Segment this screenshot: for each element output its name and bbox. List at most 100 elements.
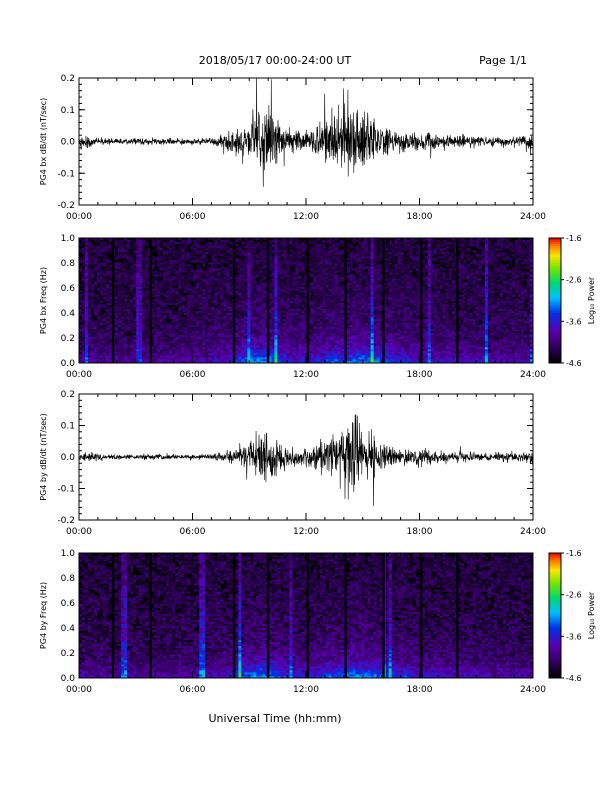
spectrogram-cell [181, 290, 184, 292]
spectrogram-cell [121, 246, 124, 248]
spectrogram-cell [301, 278, 304, 280]
spectrogram-cell [326, 272, 329, 274]
spectrogram-cell [178, 252, 181, 254]
spectrogram-cell [193, 248, 196, 250]
spectrogram-cell [79, 284, 82, 286]
spectrogram-cell [220, 258, 223, 260]
spectrogram-cell [311, 301, 314, 303]
spectrogram-cell [190, 288, 193, 290]
spectrogram-cell [157, 288, 160, 290]
spectrogram-cell [97, 331, 100, 333]
spectrogram-cell [169, 325, 172, 327]
spectrogram-cell [244, 276, 247, 278]
spectrogram-cell [211, 244, 214, 246]
spectrogram-cell [133, 315, 136, 317]
spectrogram-cell [172, 250, 175, 252]
spectrogram-cell [298, 307, 301, 309]
spectrogram-cell [91, 313, 94, 315]
spectrogram-cell [332, 256, 335, 258]
spectrogram-cell [175, 270, 178, 272]
spectrogram-cell [163, 272, 166, 274]
spectrogram-cell [82, 296, 85, 298]
spectrogram-cell [91, 244, 94, 246]
spectrogram-cell [190, 284, 193, 286]
spectrogram-cell [187, 270, 190, 272]
spectrogram-cell [298, 262, 301, 264]
spectrogram-cell [289, 307, 292, 309]
spectrogram-cell [118, 262, 121, 264]
spectrogram-cell [103, 254, 106, 256]
spectrogram-cell [229, 248, 232, 250]
spectrogram-cell [338, 250, 341, 252]
spectrogram-cell [103, 313, 106, 315]
spectrogram-cell [172, 268, 175, 270]
spectrogram-cell [157, 268, 160, 270]
spectrogram-cell [280, 296, 283, 298]
spectrogram-cell [124, 288, 127, 290]
spectrogram-cell [142, 292, 145, 294]
spectrogram-cell [106, 333, 109, 335]
spectrogram-cell [220, 252, 223, 254]
spectrogram-cell [145, 331, 148, 333]
spectrogram-cell [199, 268, 202, 270]
spectrogram-cell [244, 292, 247, 294]
spectrogram-cell [202, 270, 205, 272]
spectrogram-cell [214, 250, 217, 252]
spectrogram-cell [181, 315, 184, 317]
spectrogram-cell [145, 290, 148, 292]
spectrogram-cell [211, 254, 214, 256]
spectrogram-cell [127, 252, 130, 254]
spectrogram-cell [88, 268, 91, 270]
spectrogram-cell [118, 286, 121, 288]
spectrogram-cell [91, 250, 94, 252]
spectrogram-cell [256, 242, 259, 244]
spectrogram-cell [160, 272, 163, 274]
spectrogram-cell [250, 286, 253, 288]
spectrogram-cell [175, 296, 178, 298]
spectrogram-cell [127, 274, 130, 276]
spectrogram-cell [142, 258, 145, 260]
spectrogram-cell [301, 258, 304, 260]
spectrogram-cell [193, 260, 196, 262]
spectrogram-cell [82, 282, 85, 284]
spectrogram-cell [241, 268, 244, 270]
spectrogram-cell [121, 240, 124, 242]
spectrogram-cell [118, 272, 121, 274]
spectrogram-cell [88, 254, 91, 256]
spectrogram-cell [91, 298, 94, 300]
spectrogram-cell [160, 256, 163, 258]
spectrogram-cell [184, 240, 187, 242]
spectrogram-cell [121, 286, 124, 288]
spectrogram-cell [199, 246, 202, 248]
spectrogram-cell [166, 242, 169, 244]
spectrogram-cell [181, 246, 184, 248]
spectrogram-cell [121, 254, 124, 256]
spectrogram-cell [199, 250, 202, 252]
y-tick-label: -0.1 [57, 169, 75, 179]
y-tick-label: -0.2 [57, 201, 75, 211]
spectrogram-cell [223, 288, 226, 290]
spectrogram-cell [127, 317, 130, 319]
spectrogram-cell [289, 292, 292, 294]
spectrogram-cell [145, 298, 148, 300]
spectrogram-cell [88, 309, 91, 311]
spectrogram-cell [172, 282, 175, 284]
spectrogram-cell [154, 298, 157, 300]
spectrogram-cell [142, 284, 145, 286]
spectrogram-cell [244, 242, 247, 244]
spectrogram-cell [133, 250, 136, 252]
spectrogram-cell [124, 244, 127, 246]
spectrogram-cell [235, 252, 238, 254]
spectrogram-cell [184, 307, 187, 309]
spectrogram-cell [169, 276, 172, 278]
spectrogram-cell [187, 252, 190, 254]
spectrogram-cell [301, 262, 304, 264]
x-tick-label: 12:00 [293, 212, 319, 222]
spectrogram-cell [253, 244, 256, 246]
spectrogram-cell [214, 276, 217, 278]
spectrogram-cell [289, 270, 292, 272]
spectrogram-cell [193, 270, 196, 272]
spectrogram-cell [241, 272, 244, 274]
